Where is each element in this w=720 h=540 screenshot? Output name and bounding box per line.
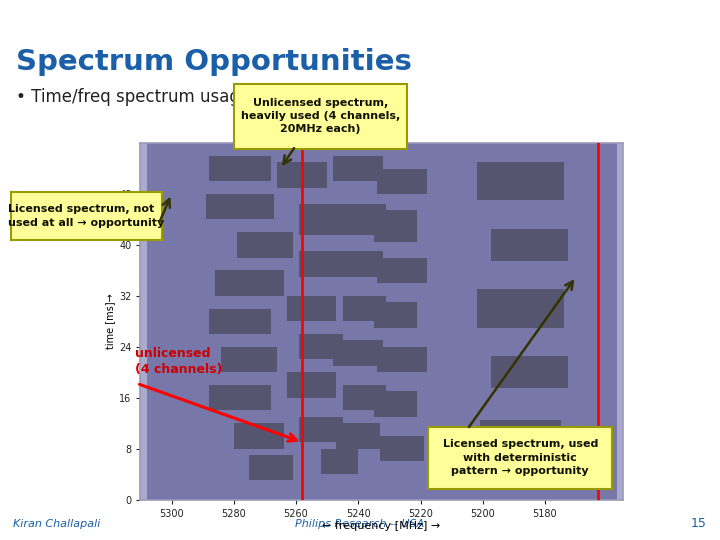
Bar <box>333 156 383 181</box>
Text: Kiran Challapali: Kiran Challapali <box>13 518 100 529</box>
Bar <box>234 423 284 449</box>
Bar <box>299 334 343 360</box>
Bar <box>249 455 293 481</box>
FancyBboxPatch shape <box>428 427 612 489</box>
Bar <box>333 251 383 276</box>
Bar <box>343 296 386 321</box>
Bar <box>490 229 568 261</box>
FancyBboxPatch shape <box>11 192 162 240</box>
Bar <box>299 204 355 235</box>
Bar <box>336 423 380 449</box>
FancyBboxPatch shape <box>234 84 407 148</box>
Text: Licensed spectrum, used
with deterministic
pattern → opportunity: Licensed spectrum, used with determinist… <box>443 440 598 476</box>
Text: 15: 15 <box>691 517 707 530</box>
Bar <box>377 168 427 194</box>
Bar <box>374 210 418 242</box>
Bar <box>321 449 359 474</box>
Bar <box>480 420 561 452</box>
Bar <box>495 461 564 487</box>
Bar <box>299 417 343 442</box>
Bar <box>343 385 386 410</box>
Bar <box>343 204 386 235</box>
Text: Licensed spectrum, not
used at all → opportunity: Licensed spectrum, not used at all → opp… <box>8 205 165 227</box>
Bar <box>374 302 418 328</box>
Bar <box>477 162 564 200</box>
X-axis label: ← frequency [MHz] →: ← frequency [MHz] → <box>323 521 441 531</box>
Bar <box>287 296 336 321</box>
Bar <box>380 436 423 461</box>
Text: unlicensed
(4 channels): unlicensed (4 channels) <box>135 347 222 376</box>
Bar <box>206 194 274 219</box>
Text: PHILIPS: PHILIPS <box>13 10 104 30</box>
Bar <box>277 162 327 188</box>
Bar <box>221 347 277 372</box>
Text: • Time/freq spectrum usage pattern:: • Time/freq spectrum usage pattern: <box>16 88 322 106</box>
Text: Philips Research -- USA: Philips Research -- USA <box>295 518 425 529</box>
Text: Unlicensed spectrum,
heavily used (4 channels,
20MHz each): Unlicensed spectrum, heavily used (4 cha… <box>240 98 400 134</box>
Bar <box>374 392 418 417</box>
Bar <box>209 156 271 181</box>
Bar <box>477 289 564 328</box>
Bar <box>377 258 427 283</box>
Y-axis label: time [ms]→: time [ms]→ <box>105 293 114 349</box>
Bar <box>490 356 568 388</box>
Bar <box>209 308 271 334</box>
Bar <box>299 251 343 276</box>
Bar <box>377 347 427 372</box>
Bar <box>209 385 271 410</box>
Text: Spectrum Opportunities: Spectrum Opportunities <box>16 48 412 76</box>
Bar <box>333 340 383 366</box>
Bar <box>237 232 293 258</box>
Bar <box>287 372 336 397</box>
Bar <box>215 271 284 296</box>
